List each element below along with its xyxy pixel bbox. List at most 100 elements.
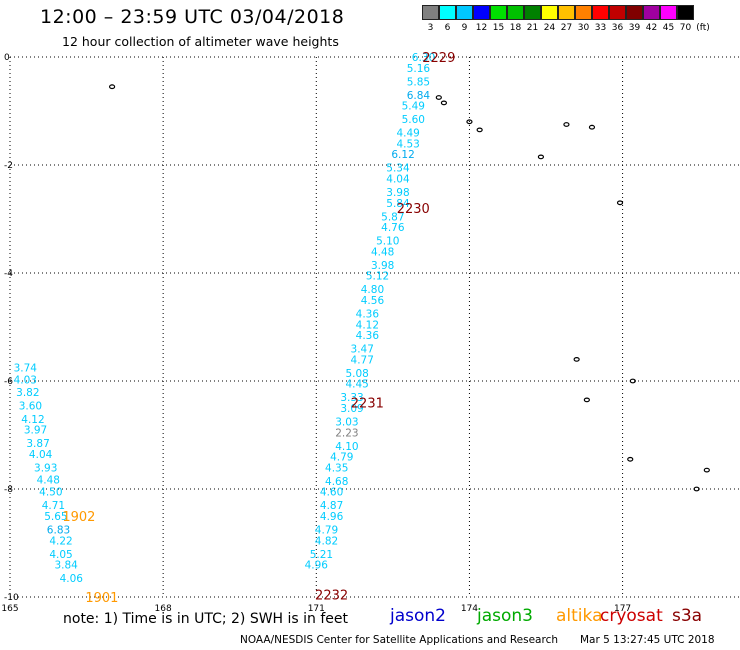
legend-swatch [660,5,677,20]
lon-tick-label: 165 [1,604,18,614]
page-subtitle: 12 hour collection of altimeter wave hei… [62,34,339,49]
island-outline [703,467,710,473]
legend-swatch [439,5,456,20]
satellite-legend-jason3: jason3 [477,606,533,626]
swh-value: 4.48 [37,474,60,486]
legend-swatch [558,5,575,20]
swh-value: 3.09 [340,403,363,415]
satellite-legend-s3a: s3a [672,606,703,626]
legend-swatch [524,5,541,20]
legend-label: 9 [461,23,468,33]
swh-value: 5.60 [402,114,425,126]
swh-value: 5.87 [381,211,404,223]
swh-value: 4.82 [315,535,338,547]
legend-label: 21 [526,23,539,33]
island-outline [627,456,634,462]
island-outline [693,486,700,492]
page-title: 12:00 – 23:59 UTC 03/04/2018 [40,6,345,28]
lat-tick-label: -10 [4,593,19,603]
legend-swatch [507,5,524,20]
swh-value: 5.16 [407,63,431,75]
satellite-legend-altika: altika [556,606,603,626]
swh-value: 3.93 [34,462,57,474]
legend-label: 3 [427,23,434,33]
swh-value: 3.84 [54,560,78,572]
legend-label: 70 [679,23,692,33]
swh-value: 4.03 [14,374,37,386]
pass-time-label: 2232 [315,588,348,603]
swh-value: 4.04 [29,449,53,461]
island-outlines [108,84,710,492]
swh-value: 5.65 [44,511,67,523]
island-outline [537,154,545,160]
swh-value: 3.47 [351,344,374,356]
swh-value: 4.56 [361,295,385,307]
swh-value: 3.74 [14,363,38,375]
swh-value: 3.60 [19,400,42,412]
swh-value: 4.96 [320,511,344,523]
lon-tick-label: 171 [308,604,325,614]
swh-value: 4.77 [351,354,374,366]
lat-tick-label: -4 [4,269,13,279]
lon-tick-label: 174 [461,604,478,614]
island-outline [466,119,473,125]
legend-label: 12 [475,23,488,33]
lon-tick-label: 168 [155,604,172,614]
island-outline [563,122,570,127]
swh-value: 4.22 [49,535,72,547]
pass-time-label: 2231 [351,397,384,412]
satellite-legend-cryosat: cryosat [600,606,663,626]
pass-time-label: 1901 [85,591,118,606]
swh-value: 5.49 [402,101,425,113]
swh-value: 5.12 [366,271,389,283]
swh-value: 4.36 [356,330,380,342]
legend-label: 15 [492,23,505,33]
swh-value: 4.68 [325,476,348,488]
swh-value: 4.76 [381,222,405,234]
legend-swatch [677,5,694,20]
swh-value: 3.98 [371,260,394,272]
swh-value: 4.80 [361,284,384,296]
island-outline [108,84,116,90]
swh-value: 4.10 [335,441,358,453]
swh-value: 5.10 [376,236,399,248]
swh-value: 6.83 [47,525,70,537]
generation-timestamp: Mar 5 13:27:45 UTC 2018 [580,634,715,646]
swh-value: 4.71 [42,500,65,512]
lat-tick-label: -6 [4,377,13,387]
island-outline [573,357,580,362]
island-outline [440,100,448,106]
lat-tick-label: -8 [4,485,13,495]
island-outline [629,378,636,384]
swh-value: 3.03 [335,417,358,429]
legend-swatch [643,5,660,20]
satellite-legend-jason2: jason2 [390,606,446,626]
swh-value: 4.79 [315,525,338,537]
legend-label: 39 [628,23,641,33]
swh-value: 4.87 [320,500,343,512]
swh-value: 4.04 [386,174,410,186]
legend-label: 30 [577,23,590,33]
swh-value: 4.36 [356,309,380,321]
legend-swatch [592,5,609,20]
swh-value: 3.82 [16,387,39,399]
swh-value: 5.21 [310,549,333,561]
legend-label: 36 [611,23,624,33]
legend-label: 6 [444,23,451,33]
lat-tick-label: 0 [4,53,10,63]
island-outline [616,200,624,206]
swh-value: 3.87 [26,438,49,450]
footer-note: note: 1) Time is in UTC; 2) SWH is in fe… [63,611,349,627]
swh-value: 6.30 [412,52,435,64]
legend-swatch [473,5,490,20]
pass-time-label: 2229 [422,51,455,66]
legend-swatch [422,5,439,20]
swh-value: 4.12 [356,319,379,331]
legend-label: 24 [543,23,556,33]
swh-value: 3.97 [24,425,47,437]
swh-value: 2.23 [335,427,358,439]
swh-value: 4.48 [371,246,394,258]
swh-value: 6.12 [391,149,414,161]
